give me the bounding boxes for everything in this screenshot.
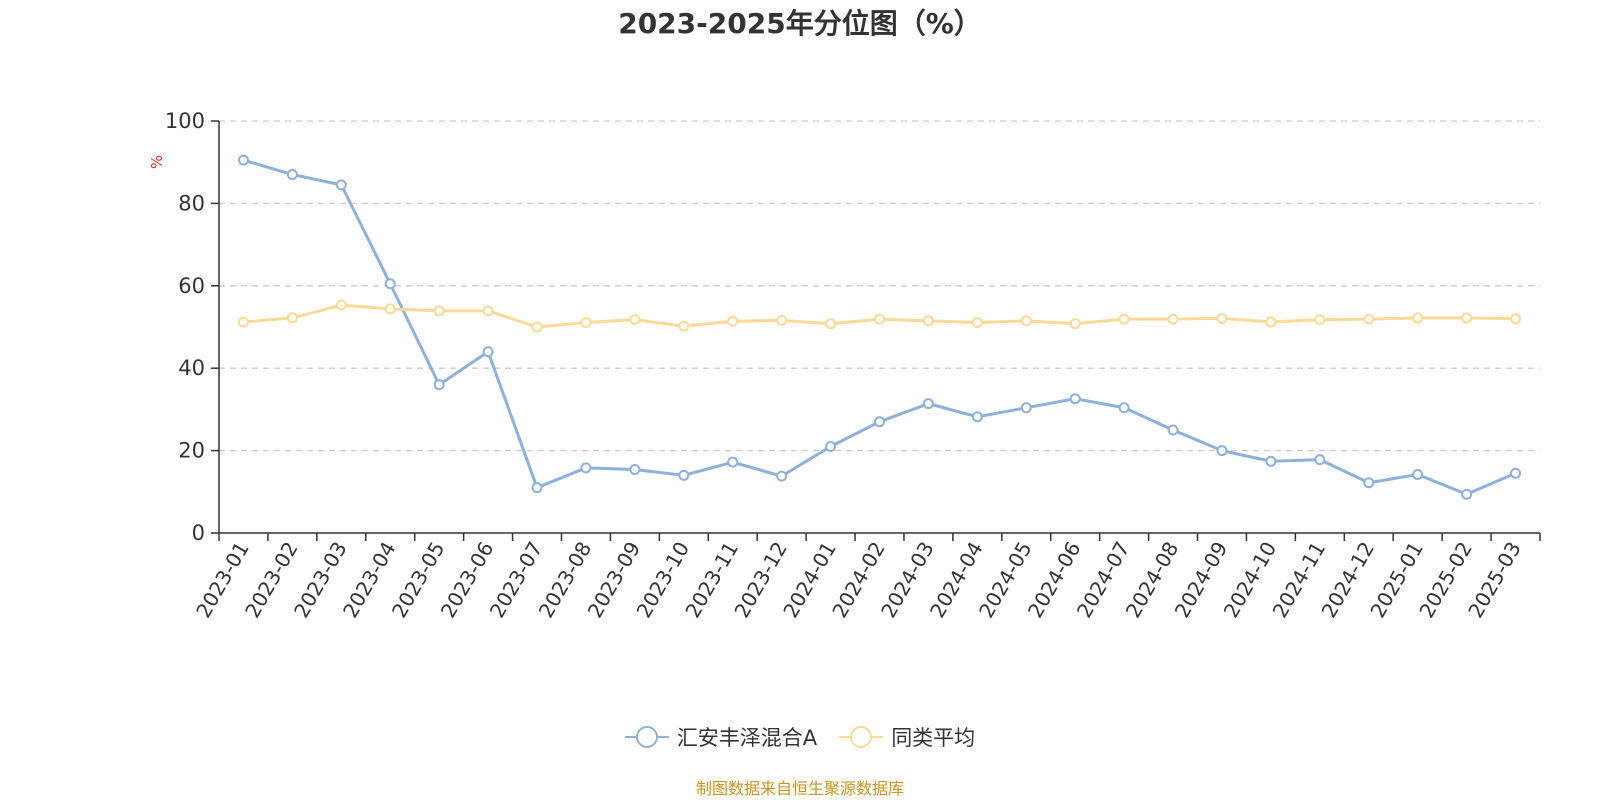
data-point: [384, 303, 396, 315]
legend-label: 汇安丰泽混合A: [676, 726, 818, 750]
data-point: [922, 398, 934, 410]
data-point: [433, 305, 445, 317]
legend-marker-icon: [624, 726, 669, 748]
data-point: [1510, 467, 1522, 479]
data-point: [335, 299, 347, 311]
data-point: [971, 411, 983, 423]
source-note: 制图数据来自恒生聚源数据库: [695, 779, 904, 798]
data-point: [971, 316, 983, 328]
legend-marker-icon: [839, 726, 884, 748]
data-point: [1216, 445, 1228, 457]
data-point: [1069, 318, 1081, 330]
data-point: [1020, 315, 1032, 327]
data-point: [727, 315, 739, 327]
data-point: [629, 464, 641, 476]
data-point: [629, 314, 641, 326]
data-point: [1167, 424, 1179, 436]
y-tick-label: 20: [178, 439, 205, 463]
data-point: [1363, 313, 1375, 325]
data-point: [1118, 402, 1130, 414]
data-point: [776, 314, 788, 326]
data-point: [727, 456, 739, 468]
data-point: [1314, 454, 1326, 466]
data-point: [1412, 468, 1424, 480]
data-point: [922, 315, 934, 327]
legend-item-series-1[interactable]: 汇安丰泽混合A: [624, 722, 818, 752]
data-point: [825, 318, 837, 330]
data-point: [1020, 402, 1032, 414]
series-line-1: [241, 158, 1518, 496]
data-point: [531, 321, 543, 333]
y-tick-label: 60: [178, 274, 205, 298]
data-point: [237, 154, 249, 166]
y-tick-label: 80: [178, 191, 205, 215]
data-point: [1265, 316, 1277, 328]
y-tick-label: 40: [178, 356, 205, 380]
data-point: [1412, 312, 1424, 324]
data-point: [1461, 312, 1473, 324]
data-point: [678, 469, 690, 481]
series-group: [237, 154, 1522, 500]
data-point: [286, 312, 298, 324]
y-tick-label: 0: [192, 521, 205, 545]
data-point: [825, 440, 837, 452]
data-point: [580, 462, 592, 474]
data-point: [776, 470, 788, 482]
data-point: [1461, 488, 1473, 500]
data-point: [1118, 313, 1130, 325]
data-point: [580, 316, 592, 328]
data-point: [874, 313, 885, 325]
data-point: [1363, 477, 1375, 489]
chart-title: 2023-2025年分位图（%）: [618, 7, 982, 40]
data-point: [1510, 313, 1522, 325]
grid-lines: [219, 120, 1540, 452]
data-point: [531, 482, 543, 494]
axes: 0204060801002023-012023-022023-032023-04…: [165, 109, 1541, 622]
data-point: [384, 278, 396, 290]
data-point: [1314, 314, 1326, 326]
data-point: [1216, 312, 1228, 324]
y-tick-label: 100: [165, 109, 205, 133]
legend-item-series-2[interactable]: 同类平均: [839, 722, 975, 752]
data-point: [482, 305, 494, 317]
data-point: [678, 320, 690, 332]
legend: 汇安丰泽混合A 同类平均: [0, 722, 1600, 752]
data-point: [1069, 393, 1081, 405]
legend-label: 同类平均: [891, 726, 976, 750]
data-point: [1167, 313, 1179, 325]
data-point: [433, 379, 445, 391]
data-point: [874, 416, 885, 428]
data-point: [237, 316, 249, 328]
data-point: [335, 179, 347, 191]
data-point: [1265, 455, 1277, 467]
data-point: [482, 346, 494, 358]
y-axis-unit-label: %: [148, 155, 166, 169]
data-point: [286, 169, 298, 181]
